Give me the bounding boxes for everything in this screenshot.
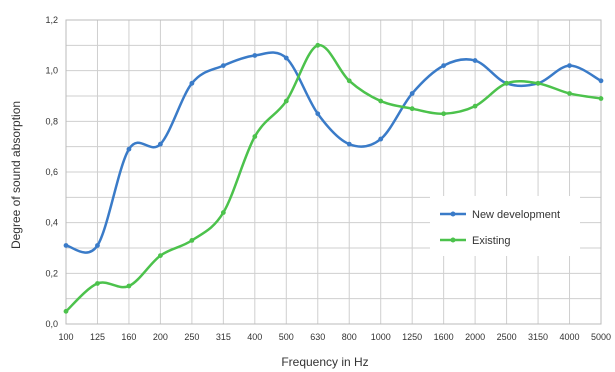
x-tick-label: 2500 xyxy=(497,332,517,342)
y-tick-label: 0,0 xyxy=(45,319,58,329)
y-tick-label: 0,2 xyxy=(45,268,58,278)
data-point-existing xyxy=(378,98,384,104)
x-tick-label: 1000 xyxy=(371,332,391,342)
data-point-new-development xyxy=(346,141,352,147)
data-point-existing xyxy=(535,80,541,86)
x-tick-label: 1250 xyxy=(402,332,422,342)
data-point-existing xyxy=(567,91,572,96)
data-point-new-development xyxy=(441,63,447,68)
data-point-existing xyxy=(126,283,132,289)
x-tick-label: 400 xyxy=(247,332,262,342)
data-point-existing xyxy=(504,80,509,86)
plot-frame xyxy=(65,19,602,325)
y-axis-ticks: 0,0 0,2 0,4 0,6 0,8 1,0 1,2 xyxy=(45,15,58,329)
x-tick-label: 125 xyxy=(90,332,105,342)
legend: New development Existing xyxy=(430,196,580,256)
data-point-new-development xyxy=(378,136,384,142)
data-point-new-development xyxy=(472,58,478,63)
legend-marker-new-development xyxy=(450,211,456,217)
x-tick-label: 4000 xyxy=(560,332,580,342)
data-point-existing xyxy=(189,238,195,243)
x-tick-label: 500 xyxy=(279,332,294,342)
data-point-new-development xyxy=(95,243,100,248)
x-axis-title: Frequency in Hz xyxy=(281,355,368,369)
legend-label-new-development: New development xyxy=(472,209,560,221)
legend-box xyxy=(430,196,580,256)
data-point-new-development xyxy=(189,80,195,86)
data-point-existing xyxy=(409,106,415,112)
data-point-new-development xyxy=(598,78,604,84)
data-point-existing xyxy=(598,96,604,101)
data-point-new-development xyxy=(126,146,132,152)
x-tick-label: 630 xyxy=(310,332,325,342)
data-point-existing xyxy=(63,308,69,314)
data-point-new-development xyxy=(158,141,163,147)
y-tick-label: 0,8 xyxy=(45,116,58,126)
grid xyxy=(65,19,602,325)
data-point-new-development xyxy=(567,63,572,68)
data-point-existing xyxy=(220,210,226,215)
data-point-new-development xyxy=(220,63,226,68)
x-tick-label: 200 xyxy=(153,332,168,342)
data-point-existing xyxy=(346,78,352,84)
x-tick-label: 3150 xyxy=(528,332,548,342)
data-point-new-development xyxy=(63,243,69,248)
data-point-existing xyxy=(95,281,100,286)
data-point-existing xyxy=(472,103,478,109)
legend-marker-existing xyxy=(450,237,456,243)
data-point-existing xyxy=(441,111,447,117)
data-point-new-development xyxy=(252,53,258,58)
data-point-existing xyxy=(283,98,289,104)
y-tick-label: 0,6 xyxy=(45,167,58,177)
data-point-existing xyxy=(315,42,321,48)
data-point-existing xyxy=(158,253,163,258)
x-tick-label: 250 xyxy=(184,332,199,342)
data-point-new-development xyxy=(283,55,289,61)
x-axis-ticks: 100 125 160 200 250 315 400 500 630 800 1000 1250 16… xyxy=(58,332,611,342)
y-axis-title: Degree of sound absorption xyxy=(9,101,23,249)
x-tick-label: 315 xyxy=(216,332,231,342)
x-tick-label: 100 xyxy=(58,332,73,342)
data-point-existing xyxy=(252,134,258,139)
y-tick-label: 1,0 xyxy=(45,66,58,76)
x-tick-label: 800 xyxy=(342,332,357,342)
legend-label-existing: Existing xyxy=(472,235,511,247)
series-layer xyxy=(63,42,604,314)
data-point-new-development xyxy=(315,111,321,117)
data-point-new-development xyxy=(409,91,415,96)
x-tick-label: 1600 xyxy=(434,332,454,342)
y-tick-label: 1,2 xyxy=(45,15,58,25)
x-tick-label: 2000 xyxy=(465,332,485,342)
y-tick-label: 0,4 xyxy=(45,218,58,228)
x-tick-label: 5000 xyxy=(591,332,611,342)
x-tick-label: 160 xyxy=(121,332,136,342)
